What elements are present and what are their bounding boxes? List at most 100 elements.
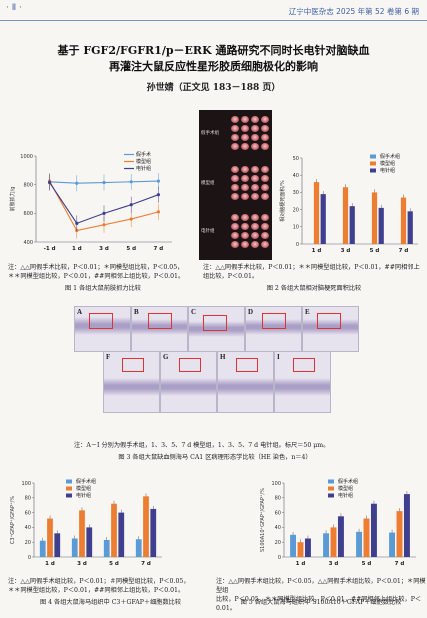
fig5-bar — [330, 527, 337, 557]
header-rule — [0, 20, 427, 21]
fig4-bar — [111, 503, 117, 557]
fig5-bar — [363, 518, 370, 557]
fig2-y-axis-label: 相对脑梗死面积/% — [279, 180, 286, 222]
fig4-x-tick-label: 5 d — [109, 561, 119, 567]
fig5-bar — [290, 534, 297, 557]
fig1-y-tick-label: 600 — [23, 211, 33, 217]
fig1-point — [102, 223, 106, 227]
fig4-bar — [118, 512, 125, 557]
fig5-y-tick-label: 0 — [278, 555, 281, 561]
fig1-point — [102, 180, 106, 185]
brain-slice — [231, 184, 239, 191]
brain-slice — [251, 193, 259, 200]
fig5-y-tick-label: 100 — [271, 481, 281, 487]
fig2-bar — [349, 206, 355, 244]
fig2-legend-label: 假手术组 — [380, 153, 400, 160]
brain-slice — [231, 232, 239, 239]
fig5-bar — [403, 494, 410, 557]
brain-slice — [261, 193, 269, 200]
figure-4-caption: 图 4 各组大鼠海马组织中 C3＋GFAP＋细胞数比较 — [39, 599, 182, 606]
fig2-bar — [407, 211, 413, 244]
brain-slice — [241, 125, 249, 132]
fig5-legend-swatch — [328, 486, 334, 491]
fig2-x-tick-label: 5 d — [370, 248, 380, 254]
running-header: · Ⅱ · 辽宁中医杂志 2025 年第 52 卷第 6 期 — [0, 0, 427, 22]
brain-slice — [231, 116, 239, 123]
figure-4-note-line-1: 注：△△同假手术组比较，P＜0.01；＃同模型组比较，P＜0.05， — [8, 578, 190, 585]
author-line: 孙世婧（正文见 183－188 页） — [146, 83, 281, 93]
brain-slice — [231, 214, 239, 221]
fig2-bar — [313, 182, 320, 244]
fig2-legend-swatch — [370, 168, 376, 173]
brain-slice — [231, 223, 239, 230]
brain-slice — [261, 125, 269, 132]
fig1-x-tick-label: -1 d — [44, 246, 56, 252]
fig2-y-tick-label: 40 — [293, 173, 299, 179]
fig5-legend-label: 假手术组 — [338, 478, 358, 485]
brain-slice — [251, 125, 259, 132]
fig4-bar — [86, 527, 93, 557]
brain-slice — [231, 241, 239, 248]
fig1-x-tick-label: 3 d — [99, 246, 109, 252]
histology-panel-a: A — [74, 306, 131, 352]
brain-slice — [251, 223, 259, 230]
fig4-bar — [39, 540, 46, 557]
fig4-y-axis-label: C3⁺GFAP⁺/GFAP⁺/% — [10, 496, 16, 544]
fig1-y-tick-label: 400 — [23, 240, 33, 246]
fig2-bar — [400, 197, 407, 244]
journal-info: 辽宁中医杂志 2025 年第 52 卷第 6 期 — [288, 7, 419, 16]
brain-slice — [231, 134, 239, 141]
fig1-point — [129, 203, 133, 207]
fig1-x-tick-label: 1 d — [72, 246, 82, 252]
brain-slice — [241, 214, 249, 221]
fig1-y-tick-label: 1000 — [20, 154, 33, 160]
brain-slice — [241, 193, 249, 200]
fig5-x-tick-label: 7 d — [395, 561, 405, 567]
fig5-legend-swatch — [328, 493, 334, 498]
histology-panel-b: B — [131, 306, 188, 352]
fig2-bar — [378, 207, 384, 244]
fig2-legend-swatch — [370, 161, 376, 166]
figure-5-caption: 图 5 各组大鼠海马组织中 S100A10＋GFAP＋细胞数比较 — [240, 599, 402, 606]
figure-5-note-line-1: 注：△△同假手术组比较，P＜0.05，△△同假手术组比较，P＜0.01；＊同模型… — [216, 578, 426, 594]
brain-slice — [231, 193, 239, 200]
figure-2-bar-chart: 0 10 20 30 40 50 相对脑梗死面积/% 1 d 3 d 5 d 7 d 假手术组模型组电… — [279, 153, 418, 254]
fig5-bar — [297, 542, 304, 557]
fig5-y-axis-label: S100A10⁺GFAP⁺/GFAP⁺/% — [260, 488, 266, 552]
article-title-line-2: 再灌注大鼠反应性星形胶质细胞极化的影响 — [109, 60, 318, 73]
brain-slice — [261, 175, 269, 182]
fig4-x-tick-label: 3 d — [77, 561, 87, 567]
fig4-legend-label: 电针组 — [76, 492, 91, 499]
fig2-y-tick-label: 10 — [293, 225, 299, 231]
histology-panel-e: E — [302, 306, 359, 352]
fig1-point — [129, 217, 133, 221]
figure-5-bar-chart: 0 20 40 60 80 100 S100A10⁺GFAP⁺/GFAP⁺/% 1 d 3 d 5… — [260, 478, 416, 567]
fig5-y-tick-label: 60 — [275, 510, 281, 516]
fig1-y-tick-label: 800 — [23, 182, 33, 188]
fig1-point — [156, 193, 160, 197]
brain-slice — [241, 143, 249, 150]
figure-4-note-line-2: ＊＊同模型组比较，P＜0.01，##同相邻上组比较，P＜0.01。 — [8, 587, 185, 594]
page-number: · Ⅱ · — [6, 3, 22, 13]
brain-slice — [261, 184, 269, 191]
fig4-bar — [150, 508, 157, 557]
brain-slice — [241, 175, 249, 182]
brain-slice — [261, 116, 269, 123]
brain-slice — [241, 232, 249, 239]
fig4-bar — [54, 533, 61, 557]
figure-2-note-line-1: 注：△△同假手术比较，P＜0.01；＊＊同模型组比较，P＜0.01，##同相邻上 — [203, 264, 420, 271]
fig1-point — [156, 210, 160, 214]
fig4-y-tick-label: 0 — [28, 555, 31, 561]
brain-slice — [251, 134, 259, 141]
brain-slice — [251, 175, 259, 182]
figure-2-ttc-slices-image: 假手术组 模型组 电针组 — [199, 110, 272, 260]
fig4-y-tick-label: 60 — [25, 510, 31, 516]
figure-5-note-line-2: 比较，P＜0.05，＊＊同模型组比较，P＜0.01，##同相邻上组比较，P＜0.… — [216, 596, 422, 612]
brain-slice — [241, 116, 249, 123]
histology-panel-i: I — [274, 351, 331, 413]
brain-slice — [241, 166, 249, 173]
fig2-y-tick-label: 0 — [296, 242, 299, 248]
fig4-bar — [47, 518, 53, 557]
fig5-bar — [396, 511, 403, 557]
brain-slice — [261, 143, 269, 150]
